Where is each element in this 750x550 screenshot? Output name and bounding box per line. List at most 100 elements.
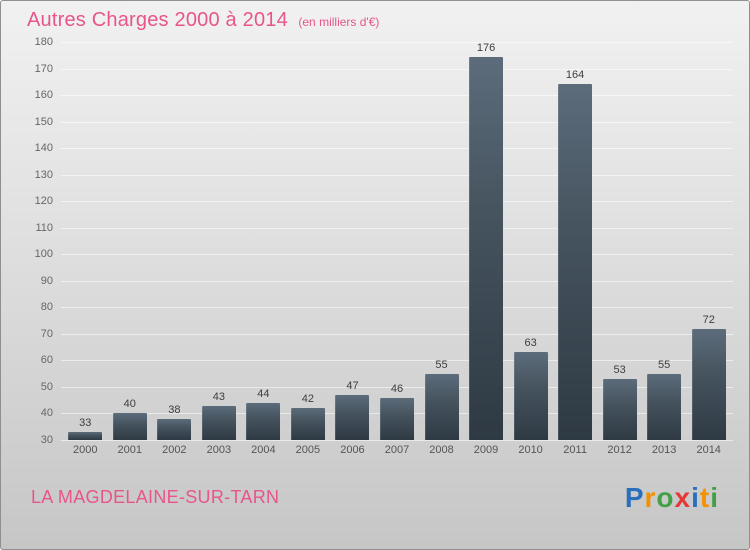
- gridline: 90: [41, 275, 733, 287]
- bar-column: 44: [241, 42, 286, 440]
- y-tick-label: 130: [34, 168, 53, 181]
- gridline: 100: [35, 248, 733, 260]
- gridline: 170: [35, 63, 733, 75]
- bar-value-label: 43: [212, 390, 225, 403]
- x-tick-label: 2014: [696, 444, 721, 456]
- y-tick-label: 70: [40, 327, 53, 340]
- x-tick-label: 2004: [251, 444, 276, 456]
- y-tick-label: 30: [40, 434, 53, 446]
- y-tick-label: 150: [34, 115, 53, 128]
- bar-column: 38: [152, 42, 197, 440]
- x-tick-label: 2003: [206, 444, 232, 456]
- y-tick-label: 50: [40, 380, 53, 393]
- chart-subtitle: (en milliers d'€): [298, 15, 380, 29]
- bar: [602, 378, 637, 440]
- bar: [647, 373, 682, 440]
- x-tick-label: 2010: [518, 444, 543, 456]
- bar-value-label: 53: [613, 363, 626, 376]
- y-tick-label: 120: [34, 195, 53, 208]
- bar-column: 55: [419, 42, 464, 440]
- y-tick-label: 90: [40, 274, 53, 287]
- x-tick-label: 2001: [117, 444, 143, 456]
- x-tick-label: 2009: [473, 444, 499, 456]
- x-tick-label: 2000: [73, 444, 98, 456]
- bar-column: 164: [553, 42, 598, 440]
- logo-letter: P: [624, 481, 645, 513]
- bars-container: 33 40 38 43 44 42 47 46 55 176 63 164 53 55 72: [61, 42, 733, 440]
- bar-column: 47: [330, 42, 375, 440]
- bar-column: 40: [108, 42, 153, 440]
- bar-value-label: 164: [565, 69, 585, 82]
- bar-value-label: 55: [658, 358, 671, 371]
- bar-value-label: 40: [123, 398, 136, 411]
- bar-column: 46: [375, 42, 420, 440]
- logo-letter: i: [710, 481, 719, 513]
- bar: [112, 413, 147, 440]
- bar-column: 53: [597, 42, 642, 440]
- bar-column: 43: [197, 42, 242, 440]
- gridline: 140: [35, 142, 733, 154]
- x-tick-label: 2011: [563, 444, 587, 456]
- gridline: 160: [35, 89, 733, 101]
- y-tick-label: 180: [34, 36, 53, 48]
- y-tick-label: 170: [34, 62, 53, 75]
- bar-value-label: 42: [301, 393, 315, 406]
- plot-area: 180 170 160 150 140 130 120 110 100 90 80 70 60 50 40 3…: [35, 36, 733, 446]
- bar-value-label: 44: [257, 387, 270, 400]
- city-name: LA MAGDELAINE-SUR-TARN: [31, 487, 280, 507]
- bar-column: 33: [63, 42, 108, 440]
- bar-column: 176: [464, 42, 509, 440]
- gridline: 150: [35, 116, 733, 128]
- bar-value-label: 55: [435, 358, 448, 371]
- x-tick-label: 2007: [384, 444, 410, 456]
- bar: [513, 352, 548, 440]
- y-tick-label: 60: [40, 354, 53, 367]
- gridline: 80: [41, 301, 733, 313]
- y-tick-label: 80: [40, 301, 53, 314]
- gridline: 180: [35, 36, 733, 48]
- gridline: 50: [41, 381, 733, 393]
- chart-header: Autres Charges 2000 à 2014 (en milliers …: [1, 1, 749, 32]
- bar: [335, 394, 370, 440]
- logo-letter: i: [691, 481, 700, 513]
- gridline: 130: [35, 169, 733, 181]
- chart-title: Autres Charges 2000 à 2014: [27, 9, 288, 31]
- logo-letter: x: [674, 481, 692, 513]
- x-tick-label: 2005: [295, 444, 321, 456]
- x-tick-label: 2013: [651, 444, 677, 456]
- bar: [201, 405, 236, 440]
- logo-letter: t: [699, 481, 711, 513]
- bar-column: 55: [642, 42, 687, 440]
- bar-value-label: 38: [168, 403, 181, 416]
- bar-value-label: 63: [524, 337, 537, 350]
- y-tick-label: 140: [34, 142, 53, 155]
- y-tick-label: 40: [40, 407, 53, 420]
- bar-value-label: 47: [346, 379, 359, 392]
- bar-value-label: 176: [476, 42, 496, 54]
- x-axis-labels: 2000 2001 2002 2003 2004 2005 2006 2007 2008 2009…: [61, 444, 733, 456]
- bar-column: 63: [508, 42, 553, 440]
- y-tick-label: 110: [35, 221, 53, 234]
- x-tick-label: 2002: [162, 444, 187, 456]
- bar: [246, 402, 281, 440]
- gridline: 110: [35, 222, 733, 234]
- bar: [469, 57, 504, 440]
- x-tick-label: 2008: [429, 444, 454, 456]
- footer: LA MAGDELAINE-SUR-TARN Proxiti: [1, 456, 749, 549]
- x-tick-label: 2012: [607, 444, 632, 456]
- gridline: 60: [41, 354, 733, 366]
- bar: [691, 328, 726, 440]
- y-tick-label: 100: [34, 248, 53, 261]
- bar-value-label: 46: [390, 382, 404, 395]
- bar-chart: 180 170 160 150 140 130 120 110 100 90 80 70 60 50 40 3…: [19, 36, 733, 456]
- gridline: 120: [35, 195, 733, 207]
- bar: [290, 408, 325, 440]
- gridline: 70: [41, 328, 733, 340]
- bar-column: 42: [286, 42, 331, 440]
- proxiti-logo: Proxiti: [625, 482, 719, 514]
- logo-letter: o: [656, 481, 675, 513]
- bar: [379, 397, 414, 440]
- logo-letter: r: [644, 481, 657, 513]
- x-tick-label: 2006: [340, 444, 365, 456]
